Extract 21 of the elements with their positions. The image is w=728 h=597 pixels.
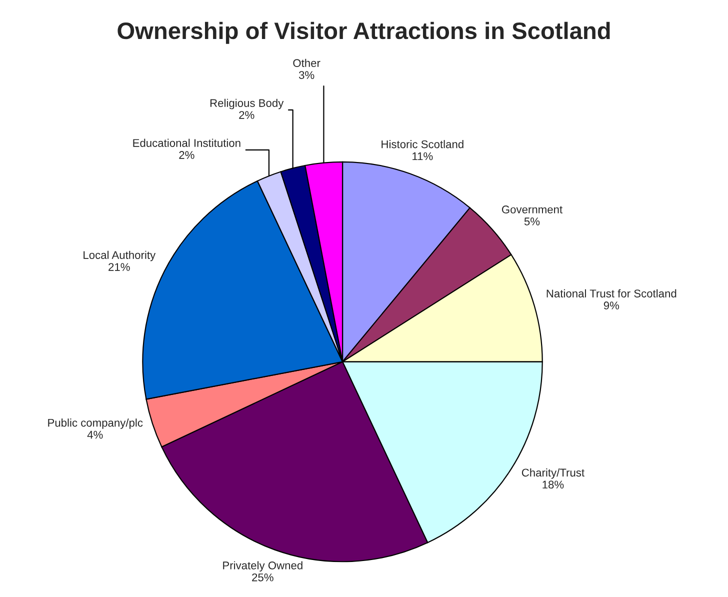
slice-label: Local Authority <box>84 250 156 262</box>
data-label: 2% <box>239 111 254 119</box>
slice-label: Other <box>293 58 320 68</box>
slice-label: Religious Body <box>210 98 284 110</box>
data-label: 21% <box>108 263 130 271</box>
slice-label: Charity/Trust <box>522 468 584 479</box>
data-label: 2% <box>179 151 194 159</box>
data-label: 9% <box>604 302 620 310</box>
data-label: 18% <box>542 480 564 489</box>
data-label: 5% <box>524 218 540 226</box>
slice-label: Public company/plc <box>48 418 143 429</box>
data-label: 3% <box>298 71 314 79</box>
slice-label: Educational Institution <box>133 138 240 147</box>
slice-label: Government <box>502 206 562 214</box>
slice-label: Privately Owned <box>223 561 302 572</box>
data-label: 25% <box>252 573 274 582</box>
data-label: 4% <box>87 430 103 439</box>
chart-title: Ownership of Visitor Attractions in Scotland <box>118 22 610 44</box>
slice-label: Historic Scotland <box>382 140 464 148</box>
slice-label: National Trust for Scotland <box>546 289 676 298</box>
data-label: 11% <box>412 152 433 160</box>
